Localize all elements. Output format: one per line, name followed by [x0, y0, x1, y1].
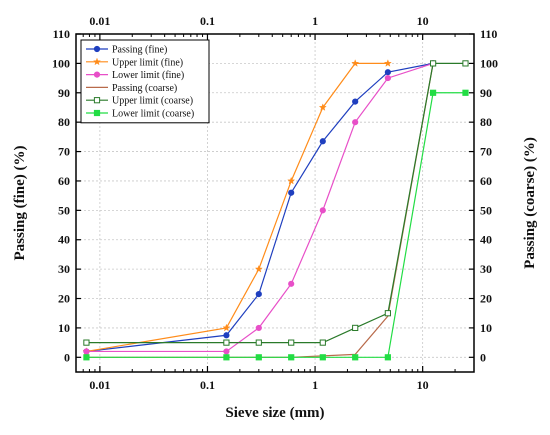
y-tick-label-right: 60 [480, 174, 492, 188]
data-point [223, 354, 230, 361]
data-point [83, 339, 90, 346]
y-tick-label-left: 10 [58, 321, 70, 335]
legend-marker [93, 57, 101, 66]
data-point [319, 354, 326, 361]
data-point [255, 339, 262, 346]
y-tick-label-right: 90 [480, 86, 492, 100]
data-point [318, 103, 327, 111]
data-point [352, 119, 359, 126]
series-3 [83, 60, 437, 355]
legend-marker [93, 109, 101, 117]
x-tick-label-bottom: 0.01 [89, 378, 110, 392]
legend-label: Upper limit (fine) [112, 57, 183, 68]
y-tick-label-left: 70 [58, 145, 70, 159]
data-point [288, 354, 295, 361]
data-point [462, 89, 469, 96]
x-tick-label-top: 0.1 [200, 14, 215, 28]
data-point [319, 207, 326, 214]
legend: Passing (fine)Upper limit (fine) Lower li… [80, 39, 210, 124]
data-point [429, 89, 437, 96]
y-axis-left-title: Passing (fine) (%) [12, 146, 28, 261]
y-tick-label-right: 70 [480, 145, 492, 159]
legend-label: Upper limit (coarse) [112, 96, 193, 107]
y-tick-label-right: 20 [480, 292, 492, 306]
y-tick-label-left: 80 [58, 115, 70, 129]
data-point [255, 354, 262, 361]
data-point [352, 324, 359, 332]
data-point [288, 189, 295, 196]
x-tick-label-bottom: 1 [312, 378, 318, 392]
x-tick-label-bottom: 0.1 [200, 378, 215, 392]
data-point [223, 339, 230, 346]
series-line [86, 92, 466, 358]
data-point [384, 310, 391, 317]
series-line [86, 62, 434, 353]
legend-box [80, 39, 210, 124]
data-point [462, 60, 469, 67]
data-point [222, 323, 231, 332]
y-tick-label-left: 90 [58, 86, 70, 100]
data-point [319, 138, 326, 145]
data-point [319, 339, 326, 346]
series-5 [83, 60, 469, 346]
data-point [288, 339, 295, 346]
data-point [383, 59, 392, 67]
x-tick-label-top: 0.01 [89, 14, 110, 28]
data-point [83, 348, 90, 355]
series-line [86, 62, 434, 353]
y-tick-label-right: 110 [480, 27, 497, 41]
data-point [223, 332, 230, 339]
legend-label: Lower limit (coarse) [112, 109, 194, 120]
x-tick-label-bottom: 10 [417, 378, 429, 392]
series-6 [83, 89, 469, 361]
legend-marker [93, 71, 101, 78]
y-tick-label-right: 100 [480, 56, 498, 70]
plot-frame [75, 33, 475, 373]
x-axis-title: Sieve size (mm) [225, 405, 324, 421]
y-tick-label-left: 30 [58, 262, 70, 276]
data-point [429, 60, 437, 67]
data-point [384, 354, 391, 361]
y-axis-right-title: Passing (coarse) (%) [522, 137, 538, 269]
y-tick-label-right: 30 [480, 262, 492, 276]
y-tick-label-left: 40 [58, 233, 70, 247]
y-tick-label-right: 50 [480, 203, 492, 217]
y-tick-label-left: 110 [53, 27, 70, 41]
data-point [351, 59, 360, 67]
data-point [352, 98, 359, 105]
legend-label: Passing (fine) [112, 45, 167, 56]
y-tick-label-right: 0 [480, 350, 486, 364]
y-tick-label-left: 0 [64, 350, 70, 364]
legend-marker [93, 97, 101, 104]
y-tick-label-left: 100 [52, 56, 70, 70]
legend-marker [93, 45, 101, 53]
data-point [288, 280, 295, 287]
data-point [255, 324, 262, 332]
legend-label: Lower limit (fine) [112, 70, 184, 81]
data-point [83, 354, 90, 361]
y-tick-label-left: 20 [58, 292, 70, 306]
data-point [384, 74, 391, 82]
x-tick-label-top: 10 [417, 14, 429, 28]
y-tick-label-right: 80 [480, 115, 492, 129]
series-layer [82, 59, 469, 361]
data-point [287, 176, 296, 185]
y-tick-label-right: 10 [480, 321, 492, 335]
data-point [255, 291, 262, 298]
y-tick-label-left: 50 [58, 203, 70, 217]
data-point [384, 69, 391, 76]
y-tick-label-right: 40 [480, 233, 492, 247]
data-point [352, 354, 359, 361]
data-point [254, 264, 263, 273]
x-tick-label-top: 1 [312, 14, 318, 28]
data-point [223, 348, 230, 355]
y-tick-label-left: 60 [58, 174, 70, 188]
legend-label: Passing (coarse) [112, 83, 177, 94]
